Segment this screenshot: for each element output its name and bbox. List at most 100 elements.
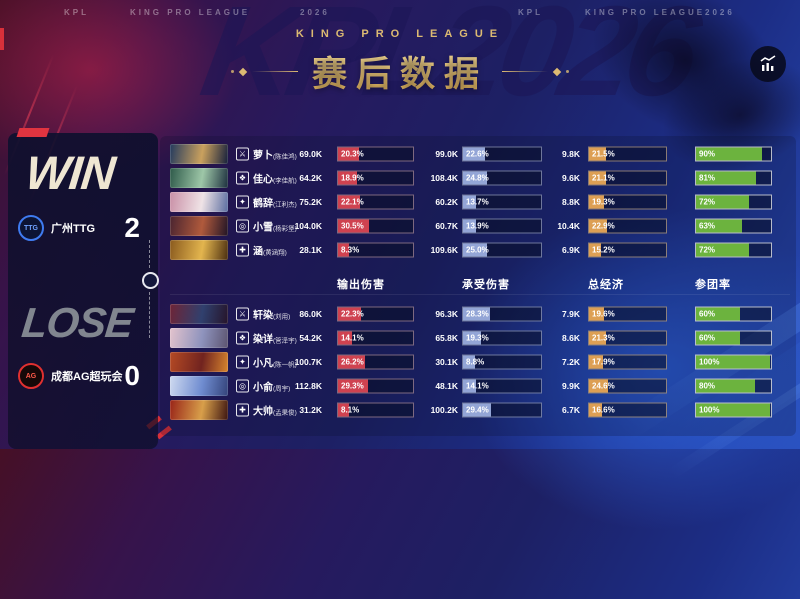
damage-taken-bar: 8.8%: [462, 354, 542, 370]
stats-button[interactable]: [750, 46, 786, 82]
header-divider: [170, 294, 790, 295]
roam-icon: ✚: [236, 243, 249, 257]
lose-team-row: AG 成都AG超玩会 0: [18, 360, 150, 392]
economy-bar: 21.5%: [588, 146, 667, 162]
strip-league-left: KING PRO LEAGUE: [130, 8, 251, 17]
damage-taken-bar: 19.3%: [462, 330, 542, 346]
participation-bar: 72%: [695, 242, 772, 258]
win-team-row: TTG 广州TTG 2: [18, 212, 150, 244]
economy-value: 7.9K: [562, 309, 580, 319]
damage-dealt-value: 100.7K: [294, 357, 322, 367]
damage-taken-value: 60.7K: [435, 221, 458, 231]
damage-dealt-value: 28.1K: [299, 245, 322, 255]
damage-dealt-bar: 20.3%: [337, 146, 414, 162]
damage-dealt-value: 75.2K: [299, 197, 322, 207]
player-row: ⚔ 萝卜(陈佳鸿) 69.0K 20.3% 99.0K 22.6% 9.8K 21.5% 90%: [170, 142, 790, 166]
player-avatar: [170, 216, 228, 236]
participation-bar: 100%: [695, 354, 772, 370]
damage-taken-bar: 13.7%: [462, 194, 542, 210]
title-ornament-left: [230, 67, 298, 76]
player-avatar: [170, 304, 228, 324]
damage-taken-value: 96.3K: [435, 309, 458, 319]
player-name: 小凡(陈一帆): [253, 358, 297, 370]
economy-value: 7.2K: [562, 357, 580, 367]
win-score: 2: [124, 212, 140, 243]
player-avatar: [170, 240, 228, 260]
player-avatar: [170, 352, 228, 372]
damage-dealt-value: 104.0K: [294, 221, 322, 231]
economy-value: 10.4K: [557, 221, 580, 231]
damage-taken-value: 60.2K: [435, 197, 458, 207]
column-economy: 总经济: [588, 279, 624, 291]
player-row: ◎ 小俞(周宇) 112.8K 29.3% 48.1K 14.1% 9.9K 24.6% 80%: [170, 374, 790, 398]
player-avatar: [170, 192, 228, 212]
damage-taken-value: 30.1K: [435, 357, 458, 367]
top-strip: KPL KING PRO LEAGUE 2026 KPL KING PRO LE…: [0, 8, 800, 22]
strip-year-left: 2026: [300, 8, 330, 17]
lose-score: 0: [124, 360, 140, 391]
economy-value: 6.9K: [562, 245, 580, 255]
damage-dealt-bar: 8.1%: [337, 402, 414, 418]
league-label: KING PRO LEAGUE: [295, 28, 505, 40]
player-avatar: [170, 168, 228, 188]
player-avatar: [170, 328, 228, 348]
jungle-icon: ❖: [236, 331, 249, 345]
player-name: 小俞(周宇): [253, 382, 291, 394]
player-name: 涵(黄涵翔): [253, 246, 287, 258]
damage-taken-value: 109.6K: [430, 245, 458, 255]
player-row: ✦ 小凡(陈一帆) 100.7K 26.2% 30.1K 8.8% 7.2K 17.9% 100…: [170, 350, 790, 374]
player-row: ❖ 佳心(李佳航) 64.2K 18.9% 108.4K 24.8% 9.6K 21.1% 81…: [170, 166, 790, 190]
economy-value: 9.9K: [562, 381, 580, 391]
player-avatar: [170, 144, 228, 164]
column-headers: 输出伤害 承受伤害 总经济 参团率: [170, 274, 790, 294]
damage-taken-bar: 22.6%: [462, 146, 542, 162]
damage-taken-value: 65.8K: [435, 333, 458, 343]
economy-value: 8.8K: [562, 197, 580, 207]
win-team-name: 广州TTG: [51, 223, 95, 235]
farm-lane-icon: ◎: [236, 379, 249, 393]
economy-bar: 22.9%: [588, 218, 667, 234]
participation-bar: 80%: [695, 378, 772, 394]
damage-dealt-bar: 8.3%: [337, 242, 414, 258]
damage-dealt-bar: 18.9%: [337, 170, 414, 186]
player-name: 轩染(刘用): [253, 310, 291, 322]
economy-bar: 24.6%: [588, 378, 667, 394]
ttg-team-logo: TTG: [18, 215, 44, 241]
scoreboard-panel: WIN TTG 广州TTG 2 LOSE AG 成都AG超玩会 0: [8, 128, 158, 449]
strip-year-right: 2026: [705, 8, 735, 17]
column-participation: 参团率: [695, 279, 731, 291]
lose-label: LOSE: [19, 299, 135, 346]
title-ornament-right: [502, 67, 569, 76]
economy-bar: 19.6%: [588, 306, 667, 322]
economy-value: 9.6K: [562, 173, 580, 183]
strip-kpl-right: KPL: [518, 8, 543, 17]
clash-lane-icon: ⚔: [236, 307, 249, 321]
jungle-icon: ❖: [236, 171, 249, 185]
damage-taken-bar: 13.9%: [462, 218, 542, 234]
participation-bar: 63%: [695, 218, 772, 234]
lose-team-name: 成都AG超玩会: [51, 371, 123, 383]
divider-dot: [142, 272, 159, 289]
column-damage-dealt: 输出伤害: [337, 279, 385, 291]
player-row: ◎ 小雪(杨彩堡) 104.0K 30.5% 60.7K 13.9% 10.4K 22.9% 6…: [170, 214, 790, 238]
red-corner-tab: [16, 128, 50, 137]
damage-dealt-value: 54.2K: [299, 333, 322, 343]
stats-table: ⚔ 萝卜(陈佳鸿) 69.0K 20.3% 99.0K 22.6% 9.8K 21.5% 90%…: [160, 136, 796, 436]
roam-icon: ✚: [236, 403, 249, 417]
mid-lane-icon: ✦: [236, 195, 249, 209]
damage-taken-bar: 29.4%: [462, 402, 542, 418]
damage-taken-bar: 28.3%: [462, 306, 542, 322]
mid-lane-icon: ✦: [236, 355, 249, 369]
damage-dealt-bar: 29.3%: [337, 378, 414, 394]
lose-team-stats: ⚔ 轩染(刘用) 86.0K 22.3% 96.3K 28.3% 7.9K 19.6% 60% ❖…: [170, 302, 790, 422]
damage-taken-value: 108.4K: [430, 173, 458, 183]
page-title: 赛后数据: [312, 46, 488, 97]
participation-bar: 90%: [695, 146, 772, 162]
participation-bar: 60%: [695, 330, 772, 346]
win-team-stats: ⚔ 萝卜(陈佳鸿) 69.0K 20.3% 99.0K 22.6% 9.8K 21.5% 90%…: [170, 142, 790, 262]
economy-bar: 21.1%: [588, 170, 667, 186]
damage-taken-bar: 14.1%: [462, 378, 542, 394]
participation-bar: 100%: [695, 402, 772, 418]
column-damage-taken: 承受伤害: [462, 279, 510, 291]
damage-dealt-value: 64.2K: [299, 173, 322, 183]
